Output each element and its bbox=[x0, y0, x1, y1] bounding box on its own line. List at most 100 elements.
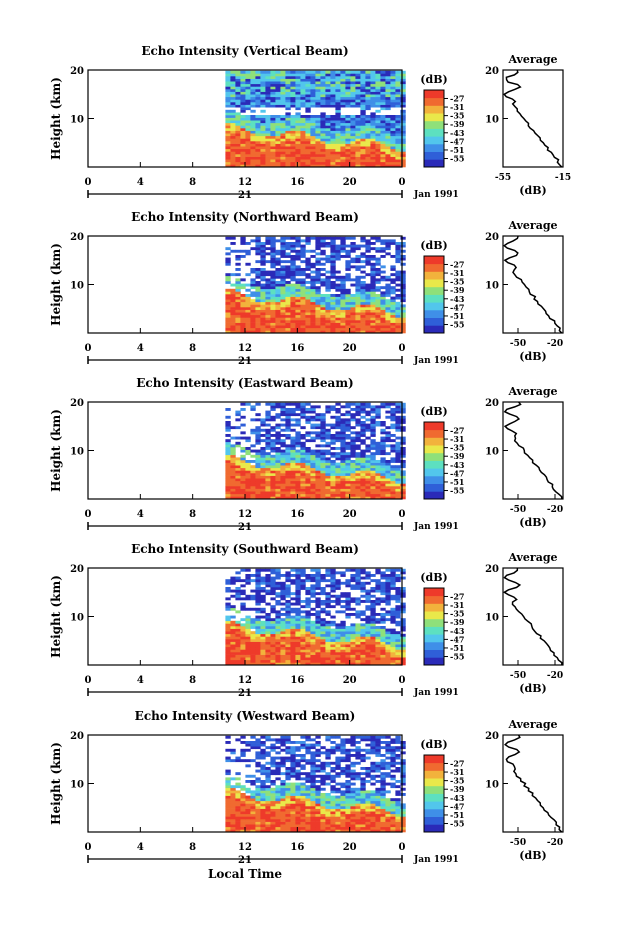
heatmap-cell bbox=[370, 439, 376, 443]
heatmap-cell bbox=[255, 317, 261, 321]
heatmap-cell bbox=[225, 824, 231, 828]
heatmap-cell bbox=[300, 296, 306, 300]
heatmap-cell bbox=[380, 151, 386, 155]
heatmap-cell bbox=[230, 146, 236, 150]
heatmap-cell bbox=[265, 122, 271, 126]
heatmap-cell bbox=[340, 605, 346, 609]
heatmap-cell bbox=[400, 91, 406, 95]
heatmap-cell bbox=[245, 89, 251, 92]
heatmap-cell bbox=[355, 584, 361, 588]
heatmap-cell bbox=[325, 73, 331, 77]
heatmap-cell bbox=[255, 480, 261, 484]
heatmap-cell bbox=[350, 821, 356, 825]
heatmap-cell bbox=[300, 135, 306, 139]
heatmap-cell bbox=[270, 130, 276, 134]
heatmap-cell bbox=[260, 70, 266, 74]
heatmap-cell bbox=[315, 330, 321, 334]
heatmap-cell bbox=[365, 154, 371, 157]
heatmap-cell bbox=[370, 811, 376, 815]
heatmap-cell bbox=[390, 819, 396, 822]
heatmap-cell bbox=[360, 610, 366, 614]
heatmap-cell bbox=[310, 312, 316, 316]
heatmap-cell bbox=[355, 78, 361, 82]
heatmap-cell bbox=[225, 325, 231, 329]
heatmap-cell bbox=[270, 299, 276, 303]
heatmap-cell bbox=[300, 402, 306, 406]
heatmap-cell bbox=[345, 480, 351, 484]
heatmap-cell bbox=[235, 808, 241, 812]
heatmap-cell bbox=[245, 91, 251, 95]
heatmap-cell bbox=[290, 610, 296, 614]
heatmap-cell bbox=[270, 89, 276, 92]
heatmap-cell bbox=[340, 592, 346, 596]
heatmap-cell bbox=[380, 496, 386, 500]
heatmap-cell bbox=[300, 159, 306, 163]
heatmap-cell bbox=[380, 304, 386, 308]
heatmap-cell bbox=[275, 99, 281, 103]
heatmap-cell bbox=[375, 156, 381, 160]
heatmap-cell bbox=[270, 320, 276, 323]
heatmap-cell bbox=[360, 457, 366, 461]
heatmap-cell bbox=[400, 641, 406, 645]
heatmap-cell bbox=[360, 120, 366, 124]
heatmap-cell bbox=[240, 304, 246, 308]
heatmap-cell bbox=[375, 141, 381, 144]
heatmap-cell bbox=[395, 96, 401, 100]
heatmap-cell bbox=[295, 273, 301, 277]
heatmap-cell bbox=[295, 811, 301, 815]
heatmap-cell bbox=[295, 288, 301, 292]
heatmap-cell bbox=[340, 628, 346, 632]
heatmap-cell bbox=[285, 244, 291, 248]
heatmap-cell bbox=[335, 107, 341, 111]
heatmap-cell bbox=[290, 99, 296, 103]
heatmap-cell bbox=[355, 439, 361, 443]
heatmap-cell bbox=[335, 161, 341, 165]
heatmap-cell bbox=[390, 146, 396, 150]
heatmap-cell bbox=[345, 117, 351, 121]
heatmap-cell bbox=[275, 618, 281, 622]
heatmap-cell bbox=[270, 488, 276, 492]
heatmap-cell bbox=[225, 288, 231, 292]
heatmap-cell bbox=[250, 102, 256, 105]
heatmap-cell bbox=[255, 236, 261, 240]
heatmap-cell bbox=[240, 644, 246, 648]
heatmap-cell bbox=[360, 452, 366, 456]
heatmap-cell bbox=[250, 78, 256, 82]
heatmap-cell bbox=[315, 631, 321, 635]
heatmap-cell bbox=[240, 156, 246, 160]
heatmap-cell bbox=[260, 626, 266, 629]
heatmap-cell bbox=[360, 125, 366, 129]
heatmap-cell bbox=[265, 410, 271, 414]
heatmap-cell bbox=[245, 811, 251, 815]
heatmap-cell bbox=[320, 465, 326, 469]
heatmap-cell bbox=[260, 633, 266, 637]
heatmap-cell bbox=[275, 270, 281, 274]
heatmap-cell bbox=[295, 138, 301, 142]
heatmap-cell bbox=[285, 480, 291, 484]
heatmap-cell bbox=[385, 73, 391, 77]
heatmap-cell bbox=[325, 86, 331, 90]
heatmap-cell bbox=[285, 467, 291, 471]
heatmap-cell bbox=[395, 592, 401, 596]
heatmap-cell bbox=[365, 325, 371, 329]
heatmap-cell bbox=[365, 465, 371, 469]
heatmap-cell bbox=[275, 307, 281, 310]
heatmap-cell bbox=[275, 465, 281, 469]
heatmap-cell bbox=[330, 408, 336, 411]
heatmap-cell bbox=[330, 312, 336, 316]
heatmap-cell bbox=[330, 141, 336, 144]
heatmap-cell bbox=[270, 99, 276, 103]
heatmap-cell bbox=[330, 486, 336, 489]
heatmap-cell bbox=[370, 646, 376, 650]
heatmap-cell bbox=[280, 488, 286, 492]
heatmap-cell bbox=[360, 576, 366, 580]
heatmap-cell bbox=[315, 816, 321, 820]
heatmap-cell bbox=[350, 413, 356, 417]
heatmap-cell bbox=[315, 268, 321, 271]
heatmap-cell bbox=[285, 304, 291, 308]
heatmap-cell bbox=[240, 138, 246, 142]
heatmap-cell bbox=[255, 813, 261, 817]
heatmap-cell bbox=[360, 428, 366, 432]
heatmap-cell bbox=[395, 644, 401, 648]
